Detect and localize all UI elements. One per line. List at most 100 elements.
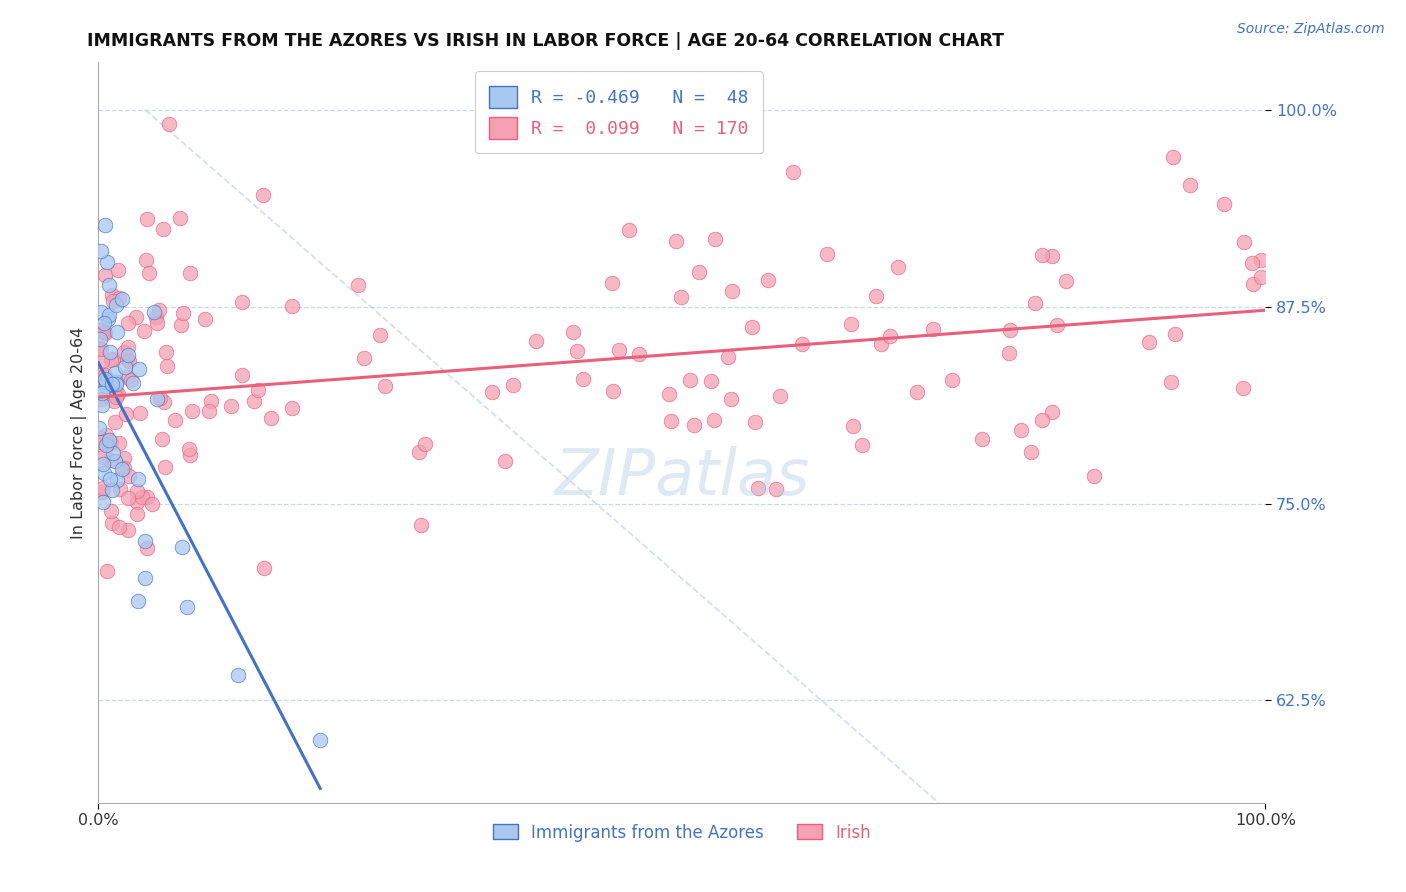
Point [1233,235,1256,249]
Point [96,428,118,442]
Point [231,295,253,310]
Point [1137,335,1160,350]
Point [157,117,180,131]
Point [374,378,396,392]
Point [105,375,128,389]
Point [231,368,253,383]
Point [91,450,114,464]
Point [792,337,814,351]
Point [1164,326,1187,341]
Point [103,394,125,409]
Point [628,347,651,361]
Point [101,376,124,391]
Point [765,482,787,496]
Point [176,600,198,615]
Point [141,498,163,512]
Point [146,316,169,330]
Point [879,328,901,343]
Point [702,413,724,427]
Point [721,285,744,299]
Point [155,345,177,359]
Point [117,340,139,354]
Point [117,348,139,362]
Point [700,375,723,389]
Point [921,322,943,336]
Point [122,376,145,391]
Point [94,379,117,393]
Point [170,541,193,555]
Point [149,391,172,405]
Point [118,469,141,483]
Point [228,668,250,682]
Point [107,520,129,534]
Point [865,289,887,303]
Point [90,244,112,258]
Point [170,318,193,332]
Point [870,337,893,351]
Point [131,490,153,504]
Point [998,346,1021,360]
Point [494,454,516,468]
Point [163,412,186,426]
Point [97,436,120,450]
Point [100,352,122,367]
Point [136,490,159,504]
Point [125,310,148,325]
Point [347,277,370,292]
Text: Source: ZipAtlas.com: Source: ZipAtlas.com [1237,22,1385,37]
Point [887,260,910,274]
Point [841,419,863,434]
Text: IMMIGRANTS FROM THE AZORES VS IRISH IN LABOR FORCE | AGE 20-64 CORRELATION CHART: IMMIGRANTS FROM THE AZORES VS IRISH IN L… [87,32,1004,50]
Point [1031,248,1053,262]
Point [1161,150,1184,164]
Point [741,320,763,334]
Point [665,234,688,248]
Point [91,398,114,412]
Point [683,417,706,432]
Point [94,218,117,232]
Point [111,462,134,476]
Point [93,368,115,382]
Point [136,212,159,227]
Point [101,516,124,530]
Point [1031,413,1053,427]
Point [94,375,117,389]
Point [744,415,766,429]
Point [1019,445,1042,459]
Point [112,345,135,359]
Point [1083,468,1105,483]
Point [717,351,740,365]
Point [905,384,928,399]
Point [117,316,139,330]
Point [1250,270,1272,285]
Point [769,389,792,403]
Point [1241,256,1264,270]
Point [94,326,117,341]
Point [851,438,873,452]
Point [98,309,121,323]
Point [169,211,191,225]
Point [309,732,332,747]
Point [93,317,115,331]
Point [179,266,201,280]
Point [1213,196,1236,211]
Point [659,414,682,428]
Point [148,302,170,317]
Point [252,188,274,202]
Point [98,472,121,486]
Text: ZIPatlas: ZIPatlas [554,446,810,508]
Point [153,460,176,475]
Point [1054,274,1077,288]
Point [105,376,128,391]
Point [101,294,124,309]
Point [1040,405,1063,419]
Point [117,491,139,506]
Point [181,404,204,418]
Point [688,265,710,279]
Point [145,392,167,406]
Point [100,483,122,498]
Point [100,504,122,518]
Point [134,533,156,548]
Point [96,437,118,451]
Point [108,291,131,305]
